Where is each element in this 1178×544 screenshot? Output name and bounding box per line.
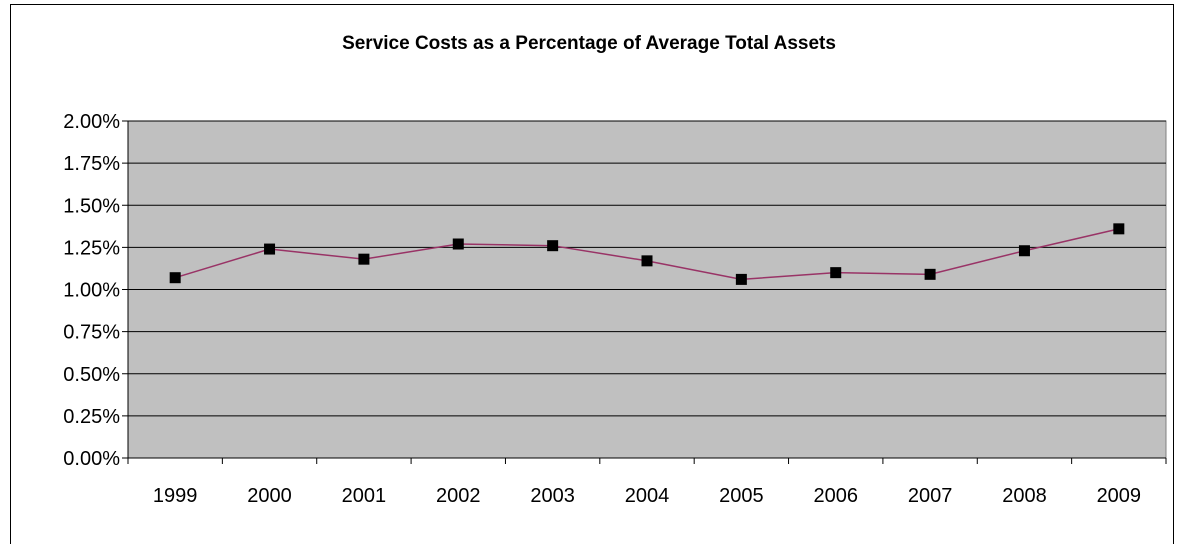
data-point-marker — [358, 253, 370, 265]
y-tick-label: 0.00% — [63, 448, 120, 470]
y-tick-labels: 0.00% 0.25% 0.50% 0.75% 1.00% 1.25% 1.50% 1.75%… — [63, 111, 120, 470]
y-tick-label: 1.25% — [63, 237, 120, 259]
data-point-marker — [1113, 223, 1125, 235]
x-tick-label: 2006 — [813, 485, 858, 507]
x-tick-label: 2007 — [908, 485, 953, 507]
data-point-marker — [169, 272, 181, 284]
y-tick-label: 1.50% — [63, 195, 120, 217]
chart-title: Service Costs as a Percentage of Average… — [342, 33, 836, 54]
data-point-marker — [641, 255, 653, 267]
x-tick-label: 2001 — [342, 485, 387, 507]
data-point-marker — [1018, 245, 1030, 257]
axis-layer — [127, 121, 1167, 464]
x-tick-label: 2003 — [530, 485, 575, 507]
x-tick-labels: 1999 2000 2001 2002 2003 2004 2005 2006 2007 2008… — [153, 485, 1141, 507]
y-tick-label: 0.25% — [63, 406, 120, 428]
x-tick-label: 2004 — [625, 485, 670, 507]
x-tick-label: 2002 — [436, 485, 481, 507]
y-tick-label: 1.00% — [63, 280, 120, 302]
x-tick-label: 2005 — [719, 485, 764, 507]
data-point-marker — [547, 240, 559, 252]
y-tick-label: 0.75% — [63, 322, 120, 344]
series-layer — [169, 223, 1125, 285]
data-point-marker — [264, 243, 276, 255]
data-point-marker — [452, 238, 464, 250]
x-tick-label: 2008 — [1002, 485, 1047, 507]
data-point-marker — [830, 267, 842, 279]
y-tick-label: 0.50% — [63, 364, 120, 386]
x-tick-label: 2000 — [247, 485, 292, 507]
x-tick-label: 1999 — [153, 485, 198, 507]
x-tick-label: 2009 — [1097, 485, 1142, 507]
data-point-marker — [924, 268, 936, 280]
y-tick-label: 2.00% — [63, 111, 120, 133]
y-tick-label: 1.75% — [63, 153, 120, 175]
data-point-marker — [735, 273, 747, 285]
